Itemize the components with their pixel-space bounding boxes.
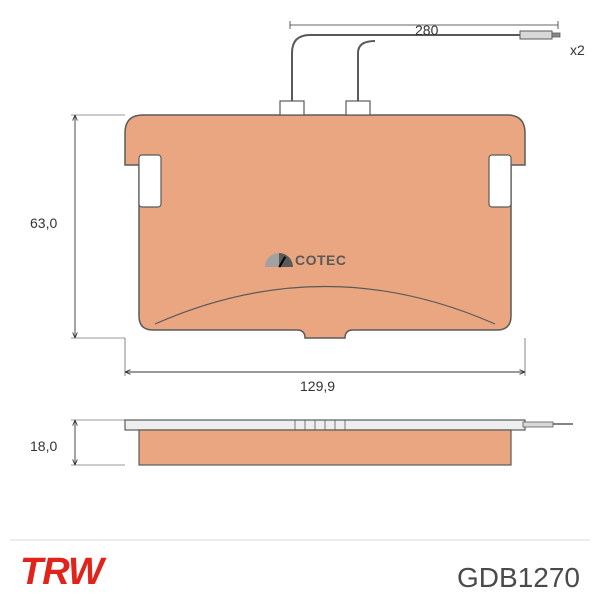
dimension-thickness-label: 18,0 (30, 438, 57, 454)
diagram-svg (0, 0, 600, 600)
dimension-width-label: 129,9 (300, 378, 335, 394)
part-number: GDB1270 (457, 562, 580, 594)
brand-logo: TRW (20, 551, 103, 594)
footer: TRW GDB1270 (20, 551, 580, 594)
quantity-label: x2 (570, 42, 585, 58)
dimension-wire-label: 280 (415, 22, 438, 38)
dimension-height-label: 63,0 (30, 215, 57, 231)
cotec-text: COTEC (295, 252, 347, 268)
diagram-canvas: COTEC 63,0 129,9 18,0 280 x2 (0, 0, 600, 600)
cotec-gauge-icon (265, 253, 293, 267)
cotec-logo: COTEC (265, 252, 347, 268)
